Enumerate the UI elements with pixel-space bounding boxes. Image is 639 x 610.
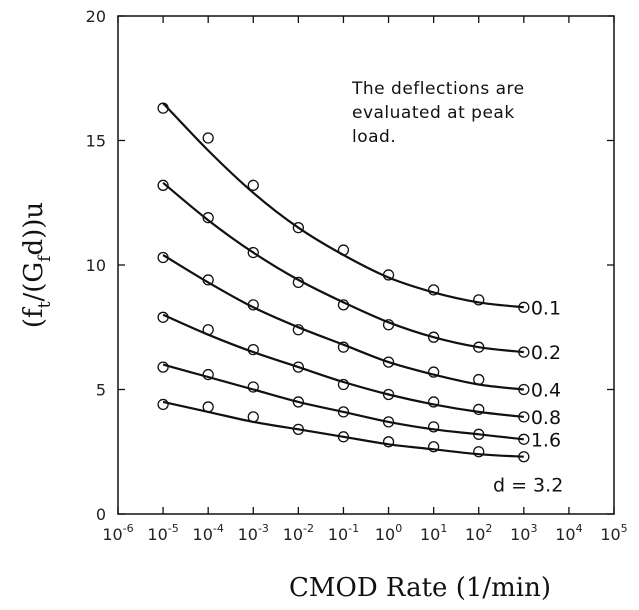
data-point xyxy=(382,416,395,428)
y-axis-title-sub-2: f xyxy=(35,254,55,262)
data-point xyxy=(427,441,440,453)
data-point xyxy=(518,301,530,313)
series-curve-0.4 xyxy=(162,254,524,391)
data-point xyxy=(427,366,440,378)
data-point xyxy=(202,274,214,286)
data-point xyxy=(337,431,350,443)
data-point xyxy=(473,428,485,440)
x-tick-label: 10-5 xyxy=(147,522,178,544)
x-axis-title: CMOD Rate (1/min) xyxy=(289,573,551,603)
data-point xyxy=(202,324,214,336)
y-tick-label: 15 xyxy=(86,132,106,151)
data-point xyxy=(247,179,259,191)
data-point xyxy=(427,421,440,433)
data-point xyxy=(247,344,259,356)
data-point xyxy=(292,361,305,373)
x-tick-label: 104 xyxy=(555,522,582,544)
data-point xyxy=(292,276,305,289)
x-tick-label: 101 xyxy=(420,522,447,544)
y-tick-label: 5 xyxy=(96,381,106,400)
data-point xyxy=(382,436,395,448)
data-point xyxy=(518,433,530,445)
y-axis-title-sub-1: t xyxy=(35,301,55,308)
data-point xyxy=(157,102,169,114)
x-tick-label: 100 xyxy=(375,522,402,544)
data-point xyxy=(382,388,395,401)
x-tick-label: 103 xyxy=(510,522,537,544)
series-label-0.4: 0.4 xyxy=(531,380,561,402)
data-point xyxy=(473,294,485,306)
series-curve-0.1 xyxy=(162,102,524,309)
x-tick-label: 10-1 xyxy=(328,522,359,544)
data-point xyxy=(157,311,169,323)
data-point xyxy=(518,383,530,396)
data-point xyxy=(427,331,440,343)
data-point xyxy=(247,246,259,259)
data-point xyxy=(157,398,169,411)
data-point xyxy=(518,411,530,423)
annotation-line: load. xyxy=(352,127,396,147)
data-point xyxy=(427,396,440,408)
data-point xyxy=(382,319,395,331)
x-tick-label: 10-4 xyxy=(193,522,224,544)
y-axis-title-part-3: d))u xyxy=(19,202,49,256)
annotation-line: evaluated at peak xyxy=(352,103,515,123)
data-point xyxy=(157,179,169,191)
x-tick-label: 10-6 xyxy=(102,522,133,544)
data-point xyxy=(202,212,214,224)
data-point xyxy=(337,378,350,391)
series-curve-0.2 xyxy=(162,181,524,354)
x-tick-label: 105 xyxy=(600,522,627,544)
y-tick-label: 0 xyxy=(96,505,106,524)
data-point xyxy=(157,251,169,264)
data-point xyxy=(382,269,395,281)
y-tick-label: 20 xyxy=(86,7,106,26)
series-label-3.2: d = 3.2 xyxy=(493,475,563,497)
series-label-0.1: 0.1 xyxy=(531,297,561,319)
data-point xyxy=(337,341,350,353)
annotation-text: The deflections are evaluated at peak load… xyxy=(351,79,525,147)
data-point xyxy=(337,299,350,311)
y-tick-label: 10 xyxy=(86,256,106,275)
data-point xyxy=(518,451,530,463)
data-point xyxy=(473,403,485,416)
data-point xyxy=(473,446,485,458)
data-point xyxy=(247,411,259,423)
x-tick-label: 102 xyxy=(465,522,492,544)
series-layer: 0.1 0.2 0.4 0.81.6 d = 3.2 xyxy=(157,102,563,497)
series-curve-1.6 xyxy=(162,363,524,441)
data-point xyxy=(157,361,169,373)
y-axis-ticks: 0 5 10 15 20 xyxy=(86,7,614,524)
data-point xyxy=(202,368,214,381)
data-point xyxy=(473,373,485,386)
y-axis-title: (ft/(Gfd))u xyxy=(19,202,55,328)
data-point xyxy=(292,221,305,234)
data-point xyxy=(202,401,214,413)
data-point xyxy=(337,406,350,418)
series-curve-3.2 xyxy=(162,400,524,458)
data-point xyxy=(518,346,530,358)
annotation-line: The deflections are xyxy=(351,79,525,99)
series-label-0.2: 0.2 xyxy=(531,342,561,364)
y-axis-title-part-1: (f xyxy=(19,306,49,328)
data-point xyxy=(382,356,395,368)
data-point xyxy=(247,299,259,311)
data-point xyxy=(292,396,305,408)
x-axis-ticks: 10-6 10-5 10-4 10-3 10-2 10-1 100 101 102 103 104 1… xyxy=(102,16,628,544)
x-tick-label: 10-3 xyxy=(238,522,269,544)
y-axis-title-part-2: /(G xyxy=(19,262,49,302)
x-tick-label: 10-2 xyxy=(283,522,314,544)
series-label-1.6: 1.6 xyxy=(531,429,561,451)
data-point xyxy=(247,381,259,393)
data-point xyxy=(292,324,305,336)
data-point xyxy=(337,244,350,256)
series-label-0.8: 0.8 xyxy=(531,407,561,429)
data-point xyxy=(202,132,214,144)
data-point xyxy=(473,341,485,353)
data-point xyxy=(292,423,305,435)
data-point xyxy=(427,284,440,296)
series-curve-0.8 xyxy=(162,313,524,418)
